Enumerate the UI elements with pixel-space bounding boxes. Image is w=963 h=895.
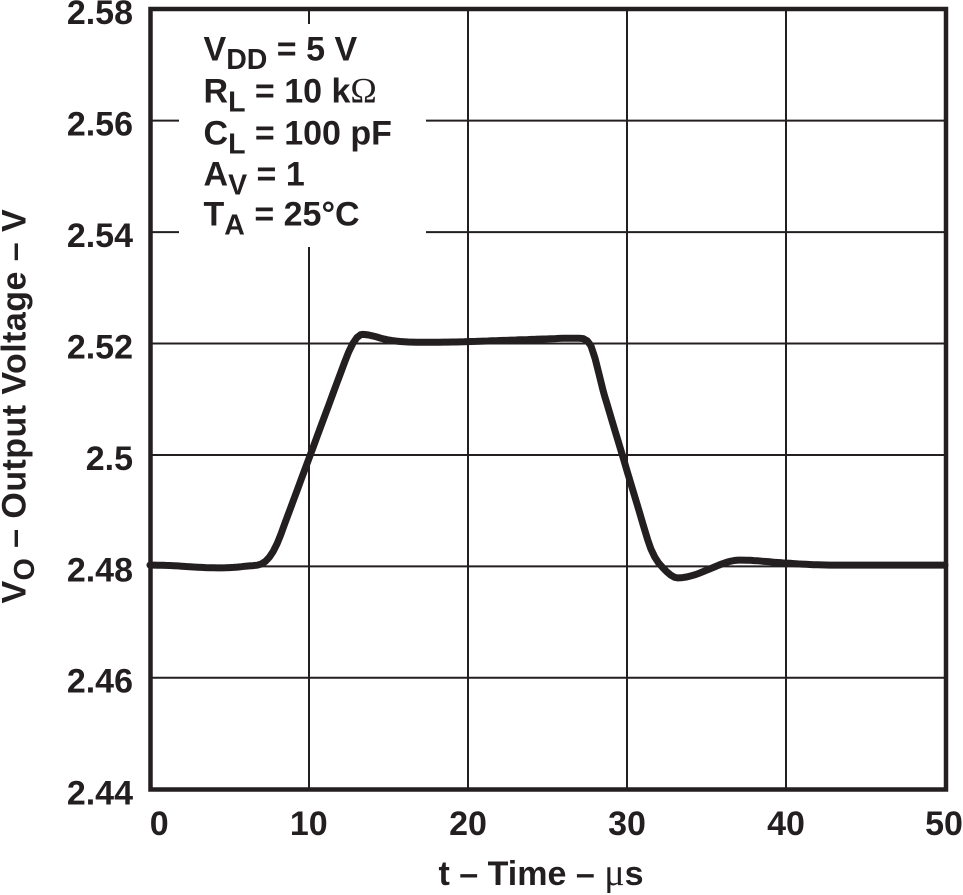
svg-text:t – Time – μs: t – Time – μs bbox=[439, 852, 644, 894]
svg-text:10: 10 bbox=[290, 805, 328, 843]
svg-text:2.54: 2.54 bbox=[67, 217, 133, 255]
svg-text:40: 40 bbox=[767, 805, 805, 843]
svg-text:0: 0 bbox=[150, 805, 169, 843]
svg-text:RL = 10 kΩ: RL = 10 kΩ bbox=[204, 71, 377, 119]
svg-text:2.48: 2.48 bbox=[67, 551, 133, 589]
svg-text:20: 20 bbox=[449, 805, 487, 843]
svg-text:2.44: 2.44 bbox=[67, 775, 133, 813]
svg-text:2.58: 2.58 bbox=[67, 0, 133, 32]
svg-text:2.56: 2.56 bbox=[67, 105, 133, 143]
svg-text:50: 50 bbox=[925, 805, 963, 843]
svg-text:30: 30 bbox=[608, 805, 646, 843]
svg-text:2.46: 2.46 bbox=[67, 663, 133, 701]
svg-text:2.5: 2.5 bbox=[86, 440, 133, 478]
svg-text:2.52: 2.52 bbox=[67, 328, 133, 366]
